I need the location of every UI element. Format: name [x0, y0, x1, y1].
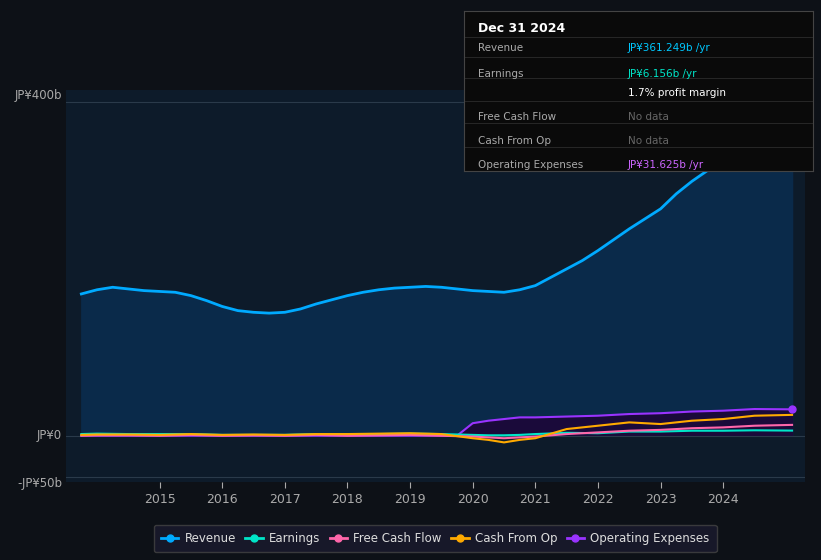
Text: No data: No data	[628, 112, 669, 122]
Text: JP¥361.249b /yr: JP¥361.249b /yr	[628, 43, 711, 53]
Text: Earnings: Earnings	[478, 69, 523, 78]
Text: -JP¥50b: -JP¥50b	[17, 478, 62, 491]
Text: Dec 31 2024: Dec 31 2024	[478, 22, 565, 35]
Text: Cash From Op: Cash From Op	[478, 136, 551, 146]
Text: Free Cash Flow: Free Cash Flow	[478, 112, 556, 122]
Text: JP¥400b: JP¥400b	[15, 89, 62, 102]
Text: 1.7% profit margin: 1.7% profit margin	[628, 88, 726, 98]
Legend: Revenue, Earnings, Free Cash Flow, Cash From Op, Operating Expenses: Revenue, Earnings, Free Cash Flow, Cash …	[154, 525, 717, 552]
Text: No data: No data	[628, 136, 669, 146]
Text: JP¥6.156b /yr: JP¥6.156b /yr	[628, 69, 697, 78]
Text: JP¥31.625b /yr: JP¥31.625b /yr	[628, 160, 704, 170]
Text: Operating Expenses: Operating Expenses	[478, 160, 583, 170]
Text: Revenue: Revenue	[478, 43, 523, 53]
Text: JP¥0: JP¥0	[37, 429, 62, 442]
